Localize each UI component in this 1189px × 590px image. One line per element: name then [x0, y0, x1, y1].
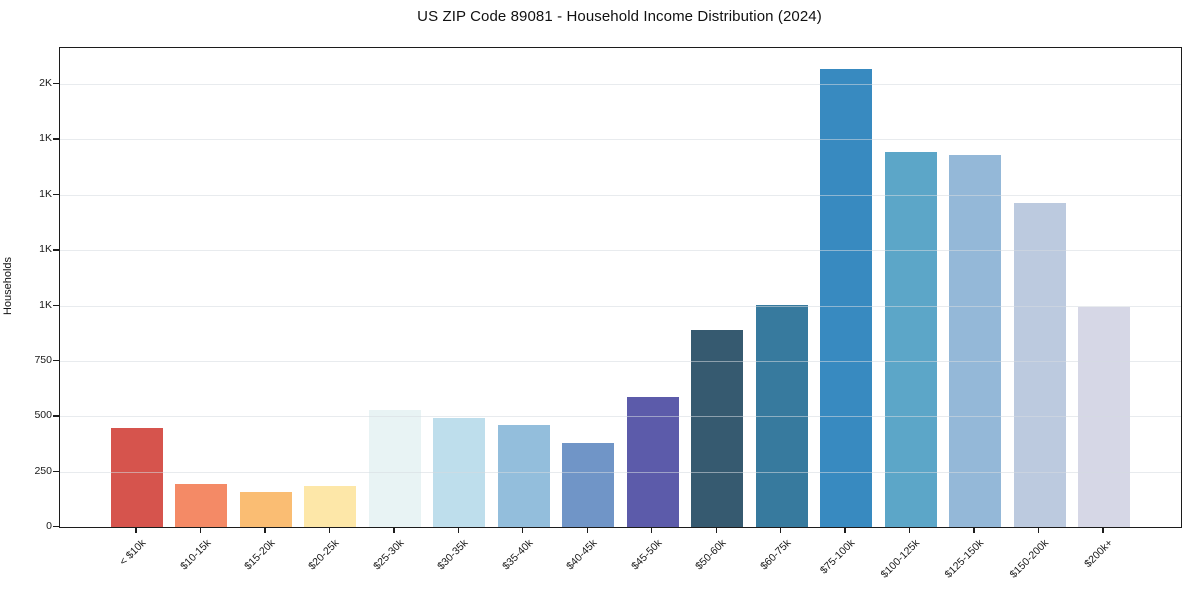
bar [626, 397, 679, 527]
bar [949, 155, 1002, 527]
y-tick-label: 1K [39, 187, 52, 200]
gridline [60, 84, 1181, 86]
x-tick-mark [973, 527, 975, 533]
y-tick-mark [53, 359, 59, 362]
y-tick-mark [53, 193, 59, 196]
bar [820, 69, 873, 527]
bar [1013, 203, 1066, 527]
y-tick-label: 1K [39, 132, 52, 145]
y-tick-label: 0 [46, 520, 52, 532]
gridline [60, 250, 1181, 252]
y-tick-mark [53, 415, 59, 417]
x-tick-mark [908, 527, 911, 533]
bar [755, 305, 808, 527]
bar [239, 492, 292, 527]
y-tick-label: 250 [34, 464, 52, 477]
y-tick-mark [53, 304, 59, 306]
x-tick-mark [1037, 527, 1040, 533]
y-tick-label: 1K [39, 243, 52, 256]
bar [368, 410, 421, 527]
plot-area [59, 47, 1182, 528]
gridline [60, 139, 1181, 141]
x-tick-mark [199, 527, 202, 533]
y-tick-mark [53, 526, 59, 528]
y-tick-mark [53, 470, 59, 473]
x-tick-mark [651, 527, 653, 533]
y-tick-label: 2K [39, 77, 52, 90]
gridline [60, 194, 1181, 196]
bar [497, 425, 550, 527]
x-tick-mark [393, 527, 395, 533]
x-tick-mark [586, 527, 588, 533]
gridline [60, 471, 1181, 473]
y-tick-mark [53, 138, 59, 140]
y-tick-label: 750 [34, 353, 52, 366]
x-tick-mark [779, 527, 782, 533]
gridline [60, 416, 1181, 418]
bar [562, 443, 615, 527]
x-tick-mark [135, 527, 137, 533]
x-tick-mark [328, 527, 331, 533]
bar [304, 486, 357, 527]
bar [433, 418, 486, 527]
x-tick-mark [844, 527, 846, 533]
gridline [60, 305, 1181, 307]
x-tick-mark [715, 527, 717, 533]
gridline [60, 360, 1181, 362]
y-tick-mark [53, 249, 59, 251]
x-tick-mark [457, 527, 460, 533]
bar [691, 330, 744, 527]
bar [175, 483, 228, 527]
bar [111, 428, 163, 527]
y-tick-label: 1K [39, 298, 52, 311]
x-tick-mark [1102, 527, 1104, 533]
x-tick-mark [522, 527, 524, 533]
chart-title: US ZIP Code 89081 - Household Income Dis… [417, 8, 822, 25]
x-tick-mark [264, 527, 266, 533]
y-tick-label: 500 [34, 409, 52, 422]
y-tick-mark [53, 83, 59, 85]
bar [884, 152, 937, 527]
